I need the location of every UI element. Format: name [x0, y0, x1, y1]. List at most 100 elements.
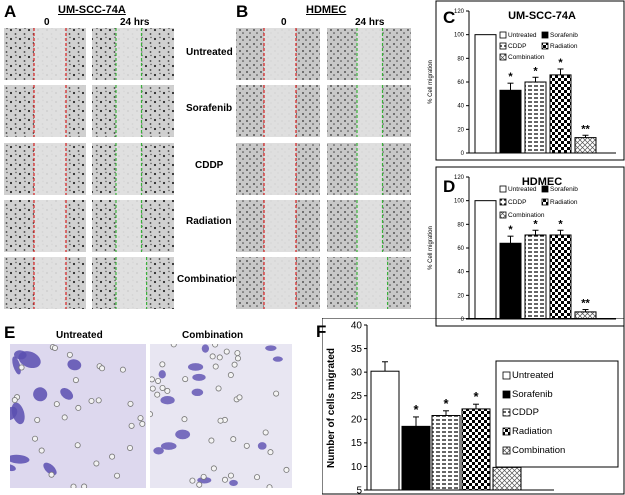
legend-swatch-radiation: [541, 42, 549, 50]
stained-cell: [160, 442, 177, 450]
scratch-gap: [34, 257, 66, 309]
panel-e-left-title: Untreated: [56, 330, 103, 341]
membrane-pore: [150, 376, 155, 383]
scratch-gap: [34, 85, 66, 137]
significance-mark-cddp: *: [443, 396, 449, 411]
scratch-gap: [264, 143, 296, 195]
bar-cddp: [431, 415, 461, 491]
stained-cell: [229, 479, 238, 486]
membrane-pore: [11, 397, 18, 404]
bar-sorafenib: [499, 242, 522, 320]
scratch-gap: [264, 257, 296, 309]
membrane-pore: [128, 422, 135, 429]
scratch-gap: [357, 143, 383, 195]
membrane-pore: [223, 348, 230, 355]
stained-cell: [14, 350, 27, 360]
membrane-pore: [32, 435, 39, 442]
y-tick-label: 80: [457, 56, 464, 62]
membrane-pore: [212, 363, 219, 370]
panel-b-col-0: 0: [281, 17, 287, 28]
legend-label-untreated: Untreated: [512, 370, 554, 381]
y-tick-label: 40: [457, 270, 464, 276]
stained-cell: [187, 363, 204, 371]
significance-mark-radiation: *: [558, 57, 563, 69]
legend-swatch-sorafenib: [541, 185, 549, 193]
y-tick-label: 5: [356, 485, 362, 495]
scratch-gap: [34, 28, 66, 80]
membrane-pore: [150, 385, 156, 392]
stained-cell: [191, 388, 204, 397]
legend-swatch-cddp: [502, 408, 511, 417]
panel-b-label: B: [236, 2, 249, 21]
membrane-pore: [137, 415, 144, 422]
stained-cell: [197, 476, 212, 484]
scratch-gap: [357, 28, 383, 80]
membrane-pore: [164, 387, 171, 394]
row-label-untreated: Untreated: [186, 47, 233, 58]
row-label-sorafenib: Sorafenib: [186, 103, 233, 114]
y-tick-label: 20: [457, 127, 464, 133]
stained-cell: [192, 373, 206, 381]
membrane-pore: [74, 442, 81, 449]
significance-mark-sorafenib: *: [413, 402, 419, 417]
y-tick-label: 0: [461, 151, 465, 157]
legend-swatch-combination: [499, 211, 507, 219]
membrane-pore: [221, 476, 228, 483]
scratch-gap: [116, 257, 147, 309]
y-tick-label: 30: [351, 367, 363, 378]
y-tick-label: 15: [351, 438, 363, 449]
membrane-pore: [99, 365, 106, 372]
panel-e-right-title: Combination: [182, 330, 244, 341]
legend-swatch-untreated: [502, 371, 511, 380]
scratch-gap: [116, 143, 142, 195]
legend-swatch-combination: [502, 446, 511, 455]
y-tick-label: 60: [457, 80, 464, 86]
scratch-gap: [264, 28, 296, 80]
membrane-pore: [155, 377, 162, 384]
legend-label-sorafenib: Sorafenib: [550, 32, 578, 39]
bar-sorafenib: [401, 425, 431, 491]
stained-cell: [257, 442, 267, 450]
y-tick-label: 100: [454, 199, 465, 205]
membrane-pore: [70, 483, 77, 488]
stained-cell: [160, 395, 175, 405]
membrane-pore: [119, 366, 126, 373]
membrane-pore: [18, 364, 25, 371]
stained-cell: [272, 356, 283, 362]
significance-mark-radiation: *: [558, 218, 563, 230]
transwell-micrographs: [10, 344, 292, 488]
bar-untreated: [370, 370, 400, 491]
membrane-pore: [212, 344, 219, 348]
stained-cell: [10, 454, 30, 464]
membrane-pore: [230, 436, 237, 443]
stained-cell: [175, 429, 191, 440]
membrane-pore: [159, 361, 166, 368]
scratch-gap: [116, 28, 142, 80]
panel-b-col-24: 24 hrs: [355, 17, 385, 28]
y-axis-label: % Cell migration: [428, 226, 434, 270]
row-label-combination: Combination: [177, 274, 239, 285]
membrane-pore: [139, 420, 146, 427]
y-tick-label: 100: [454, 33, 465, 39]
legend-swatch-radiation: [502, 427, 511, 436]
legend-label-sorafenib: Sorafenib: [512, 389, 553, 400]
membrane-pore: [231, 361, 238, 368]
membrane-pore: [234, 355, 241, 362]
membrane-pore: [72, 377, 79, 384]
scratch-gap: [34, 200, 66, 252]
y-tick-label: 60: [457, 246, 464, 252]
membrane-pore: [66, 351, 73, 358]
legend-swatch-combination: [499, 53, 507, 61]
panel-a-title: UM-SCC-74A: [58, 4, 126, 16]
panel-d-label: D: [443, 177, 456, 196]
legend-label-cddp: CDDP: [512, 407, 539, 418]
membrane-pore: [209, 353, 216, 360]
stained-cell: [33, 387, 48, 402]
panel-e-label: E: [4, 323, 16, 342]
stained-cell: [12, 356, 21, 375]
membrane-pore: [53, 401, 60, 408]
significance-mark-combination: **: [581, 123, 590, 135]
scratch-gap: [116, 85, 142, 137]
legend-swatch-untreated: [499, 185, 507, 193]
scratch-gap: [357, 257, 388, 309]
